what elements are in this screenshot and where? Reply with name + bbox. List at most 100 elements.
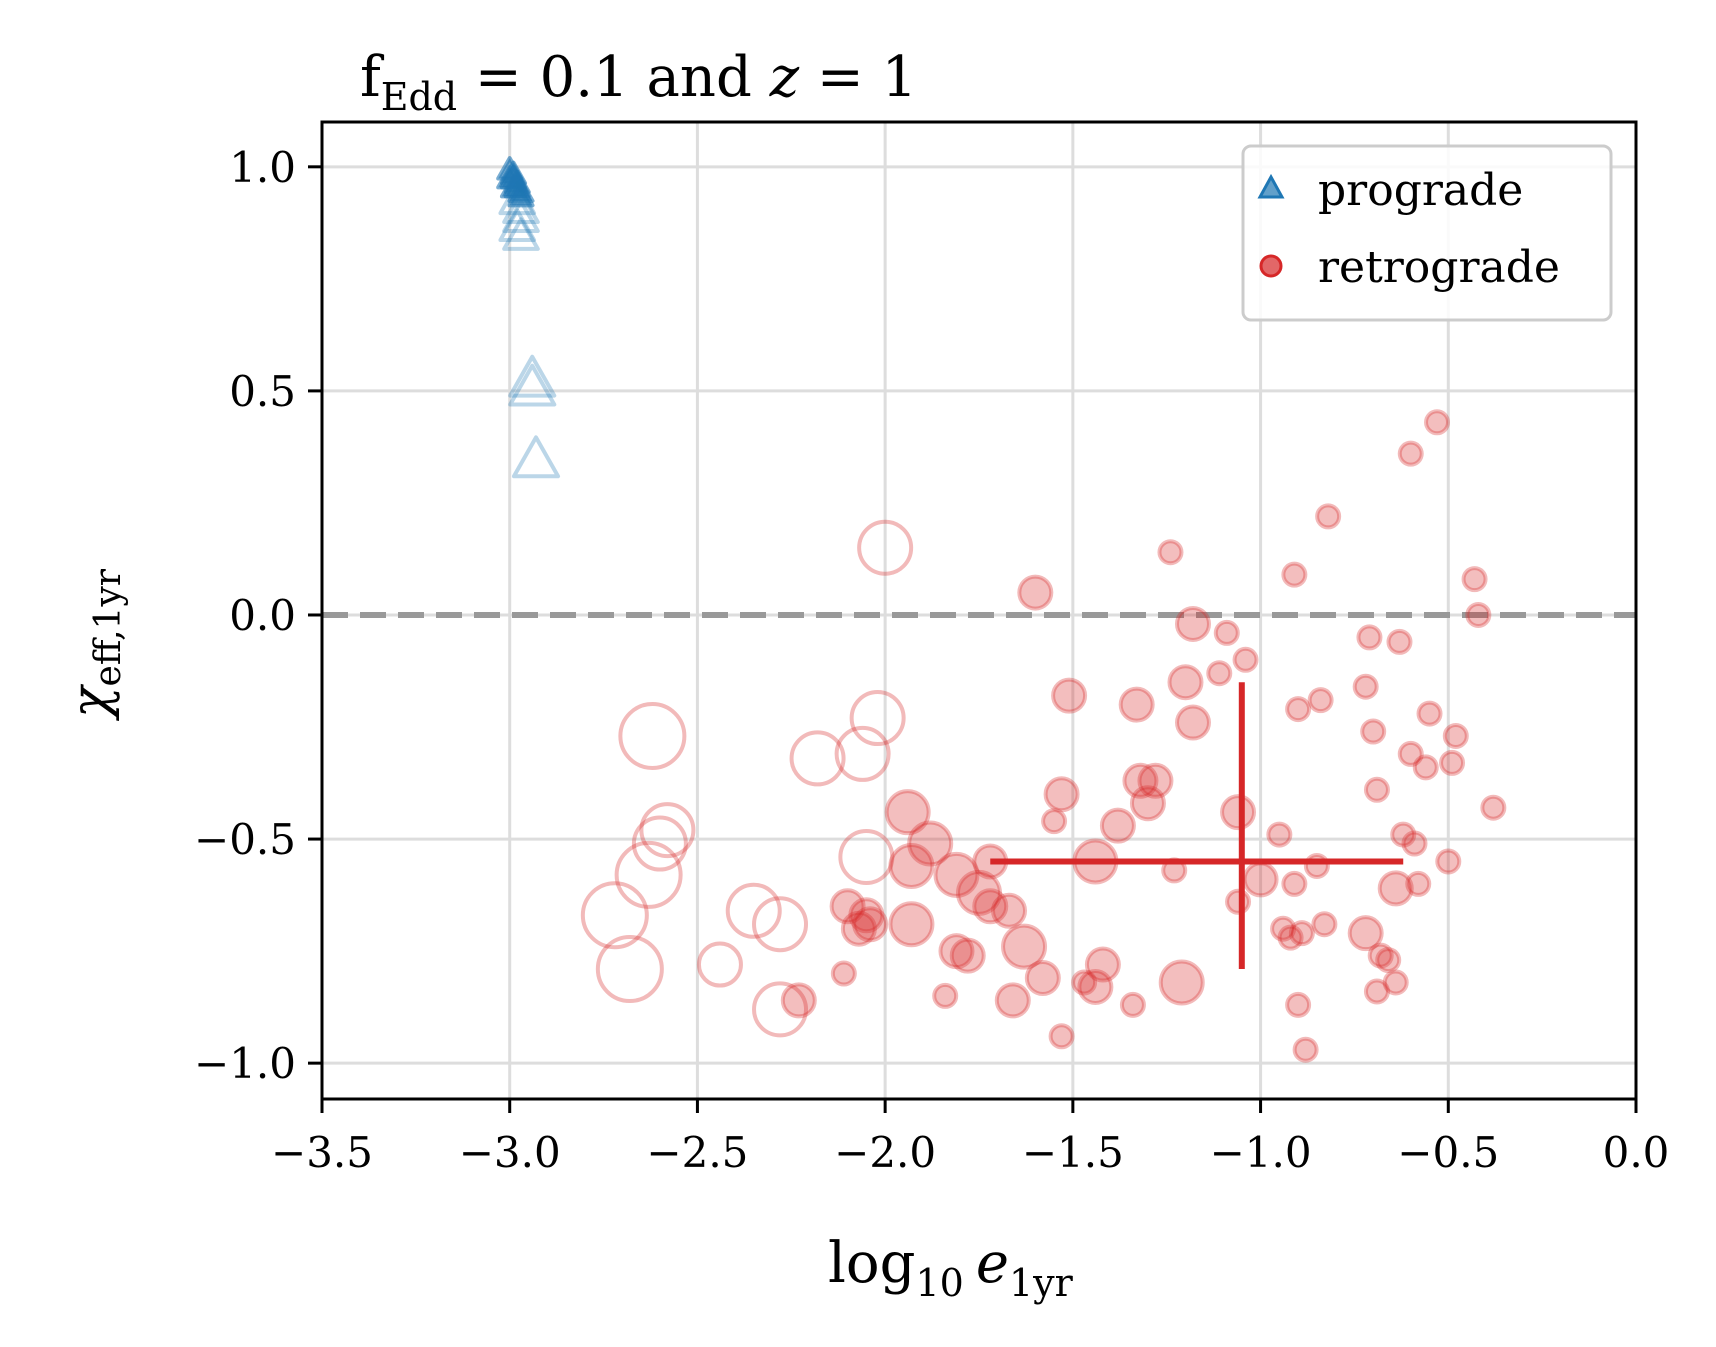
- retrograde-point: [1386, 628, 1413, 655]
- retrograde-point: [1118, 686, 1155, 723]
- prograde-point-open: [502, 217, 540, 251]
- retrograde-point: [1281, 561, 1308, 588]
- retrograde-point: [1352, 673, 1379, 700]
- retrograde-point: [1071, 969, 1098, 996]
- retrograde-point: [888, 901, 935, 948]
- prograde-point-open: [508, 363, 557, 407]
- x-tick-label: −3.5: [271, 1128, 373, 1177]
- median-crosshair: [990, 682, 1404, 970]
- retrograde-point: [1424, 409, 1451, 436]
- retrograde-point: [1281, 870, 1308, 897]
- retrograde-point: [1311, 911, 1338, 938]
- retrograde-point: [991, 892, 1028, 929]
- retrograde-point: [1465, 601, 1492, 628]
- retrograde-point: [1084, 946, 1121, 983]
- retrograde-point: [852, 906, 889, 943]
- x-tick-label: −1.0: [1210, 1128, 1312, 1177]
- retrograde-point: [780, 982, 817, 1019]
- retrograde-point: [956, 869, 1002, 916]
- retrograde-point: [1347, 915, 1384, 952]
- retrograde-point-open: [614, 840, 683, 909]
- retrograde-point: [1303, 852, 1330, 879]
- retrograde-point: [994, 982, 1031, 1019]
- y-tick-label: 0.5: [229, 367, 296, 416]
- retrograde-point: [1439, 749, 1466, 776]
- retrograde-point: [1360, 718, 1387, 745]
- retrograde-point: [1129, 785, 1166, 822]
- retrograde-point: [1174, 704, 1211, 741]
- y-tick-label: −1.0: [194, 1039, 296, 1088]
- retrograde-point: [884, 789, 931, 836]
- retrograde-point: [1412, 754, 1439, 781]
- y-tick-label: 0.0: [229, 591, 296, 640]
- retrograde-point: [1157, 539, 1184, 566]
- x-tick-label: −0.5: [1397, 1128, 1499, 1177]
- retrograde-point-open: [789, 730, 846, 787]
- retrograde-point: [1480, 794, 1507, 821]
- retrograde-point: [1137, 762, 1174, 799]
- legend-prograde-marker: [1257, 173, 1285, 199]
- retrograde-point: [949, 937, 986, 974]
- retrograde-point: [1397, 740, 1424, 767]
- retrograde-point: [1277, 924, 1304, 951]
- retrograde-point: [1435, 848, 1462, 875]
- retrograde-point: [1119, 991, 1146, 1018]
- prograde-point-open: [498, 181, 537, 216]
- retrograde-point: [1363, 776, 1390, 803]
- retrograde-point: [830, 960, 857, 987]
- retrograde-point: [1242, 861, 1279, 898]
- retrograde-point: [1363, 978, 1390, 1005]
- retrograde-series: [580, 409, 1507, 1063]
- retrograde-point: [1158, 959, 1205, 1006]
- retrograde-point-open: [618, 701, 687, 770]
- retrograde-point: [1024, 959, 1061, 996]
- x-tick-label: −2.5: [646, 1128, 748, 1177]
- retrograde-point: [1099, 807, 1136, 844]
- retrograde-point: [1401, 830, 1428, 857]
- x-axis-label: log10 e1yr: [828, 1231, 1074, 1305]
- retrograde-point-open: [595, 935, 664, 1004]
- x-tick-label: −2.0: [834, 1128, 936, 1177]
- retrograde-point: [1285, 696, 1312, 723]
- retrograde-point: [1041, 808, 1068, 835]
- x-tick-label: −3.0: [459, 1128, 561, 1177]
- retrograde-point: [1285, 991, 1312, 1018]
- x-tick-label: −1.5: [1022, 1128, 1124, 1177]
- retrograde-point: [1397, 440, 1424, 467]
- x-axis-ticks: −3.5 −3.0 −2.5 −2.0 −1.5 −1.0 −0.5 0.0: [271, 1099, 1669, 1177]
- retrograde-point: [933, 851, 980, 898]
- retrograde-point: [1051, 677, 1088, 714]
- prograde-point-open: [498, 208, 537, 242]
- retrograde-point: [1077, 968, 1114, 1005]
- retrograde-point-open: [631, 815, 688, 872]
- retrograde-point-open: [725, 882, 782, 939]
- retrograde-point: [1288, 920, 1315, 947]
- retrograde-point: [1405, 870, 1432, 897]
- retrograde-point: [1390, 821, 1417, 848]
- retrograde-point: [848, 897, 885, 934]
- retrograde-point-open: [838, 828, 895, 885]
- prograde-point-open: [502, 199, 540, 233]
- retrograde-point: [1174, 605, 1211, 642]
- retrograde-point: [1220, 794, 1257, 831]
- retrograde-point: [1225, 888, 1252, 915]
- retrograde-point: [1213, 619, 1240, 646]
- retrograde-point: [1367, 942, 1394, 969]
- retrograde-point-open: [752, 981, 809, 1038]
- retrograde-point-open: [849, 690, 906, 747]
- y-axis-label: χeff,1yr: [61, 568, 129, 722]
- retrograde-point: [938, 933, 975, 970]
- retrograde-point: [1442, 722, 1469, 749]
- retrograde-point-open: [696, 941, 743, 988]
- retrograde-point: [1122, 762, 1159, 799]
- retrograde-point-open: [752, 896, 809, 953]
- retrograde-point: [907, 820, 954, 867]
- prograde-point-open: [502, 190, 540, 225]
- x-tick-label: 0.0: [1603, 1128, 1670, 1177]
- retrograde-point: [1315, 503, 1342, 530]
- y-tick-label: −0.5: [194, 815, 296, 864]
- legend-retrograde-label: retrograde: [1318, 242, 1560, 293]
- retrograde-point: [1001, 923, 1048, 970]
- y-axis-ticks: 1.0 0.5 0.0 −0.5 −1.0: [194, 143, 322, 1088]
- retrograde-point: [1377, 870, 1414, 907]
